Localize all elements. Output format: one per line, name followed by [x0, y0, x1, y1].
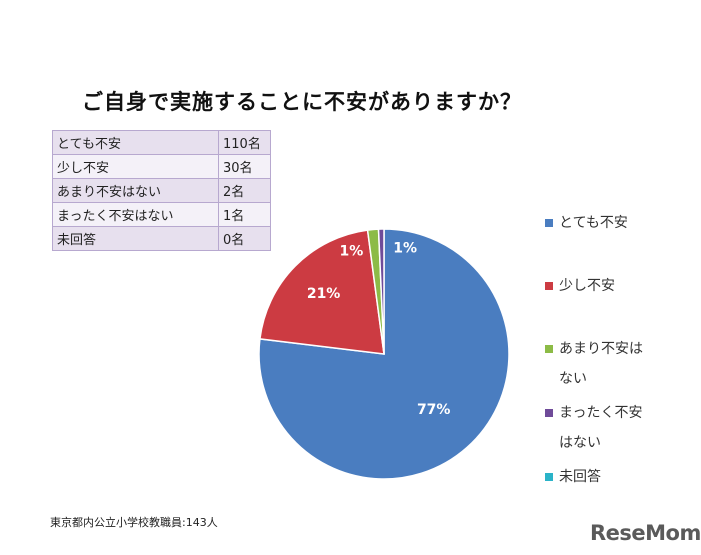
table-row: とても不安 110名 [52, 130, 271, 155]
table-row: あまり不安はない 2名 [52, 178, 271, 203]
legend-item: まったく不安はない [545, 398, 645, 458]
table-cell-count: 1名 [218, 202, 271, 227]
legend-label: あまり不安はない [559, 341, 643, 387]
respondent-footnote: 東京都内公立小学校教職員:143人 [50, 516, 218, 529]
legend-swatch [545, 282, 553, 290]
resemom-logo: ReseMom [590, 521, 701, 545]
table-row: 未回答 0名 [52, 226, 271, 251]
data-label: 1% [393, 241, 417, 257]
table-cell-count: 0名 [218, 226, 271, 251]
legend-label: 未回答 [559, 469, 601, 485]
table-row: まったく不安はない 1名 [52, 202, 271, 227]
legend-swatch [545, 219, 553, 227]
chart-title: ご自身で実施することに不安がありますか？ [82, 90, 522, 114]
legend-item: 少し不安 [545, 271, 665, 301]
table-cell-count: 110名 [218, 130, 271, 155]
table-cell-label: まったく不安はない [52, 202, 219, 227]
legend-item: 未回答 [545, 462, 665, 492]
legend-label: とても不安 [559, 215, 628, 231]
pie-slice [259, 229, 385, 355]
legend-item: あまり不安はない [545, 334, 645, 394]
table-cell-label: あまり不安はない [52, 178, 219, 203]
legend-item: とても不安 [545, 208, 665, 238]
legend-swatch [545, 473, 553, 481]
response-count-table: とても不安 110名 少し不安 30名 あまり不安はない 2名 まったく不安はな… [52, 130, 271, 251]
pie-slice [377, 228, 385, 355]
table-cell-count: 30名 [218, 154, 271, 179]
legend-label: まったく不安はない [559, 405, 643, 451]
table-cell-count: 2名 [218, 178, 271, 203]
data-label: 1% [340, 244, 364, 260]
legend-swatch [545, 409, 553, 417]
legend-swatch [545, 345, 553, 353]
data-label: 21% [307, 286, 341, 302]
table-cell-label: とても不安 [52, 130, 219, 155]
legend-label: 少し不安 [559, 278, 615, 294]
table-cell-label: 少し不安 [52, 154, 219, 179]
table-row: 少し不安 30名 [52, 154, 271, 179]
data-label: 77% [417, 402, 451, 418]
table-cell-label: 未回答 [52, 226, 219, 251]
